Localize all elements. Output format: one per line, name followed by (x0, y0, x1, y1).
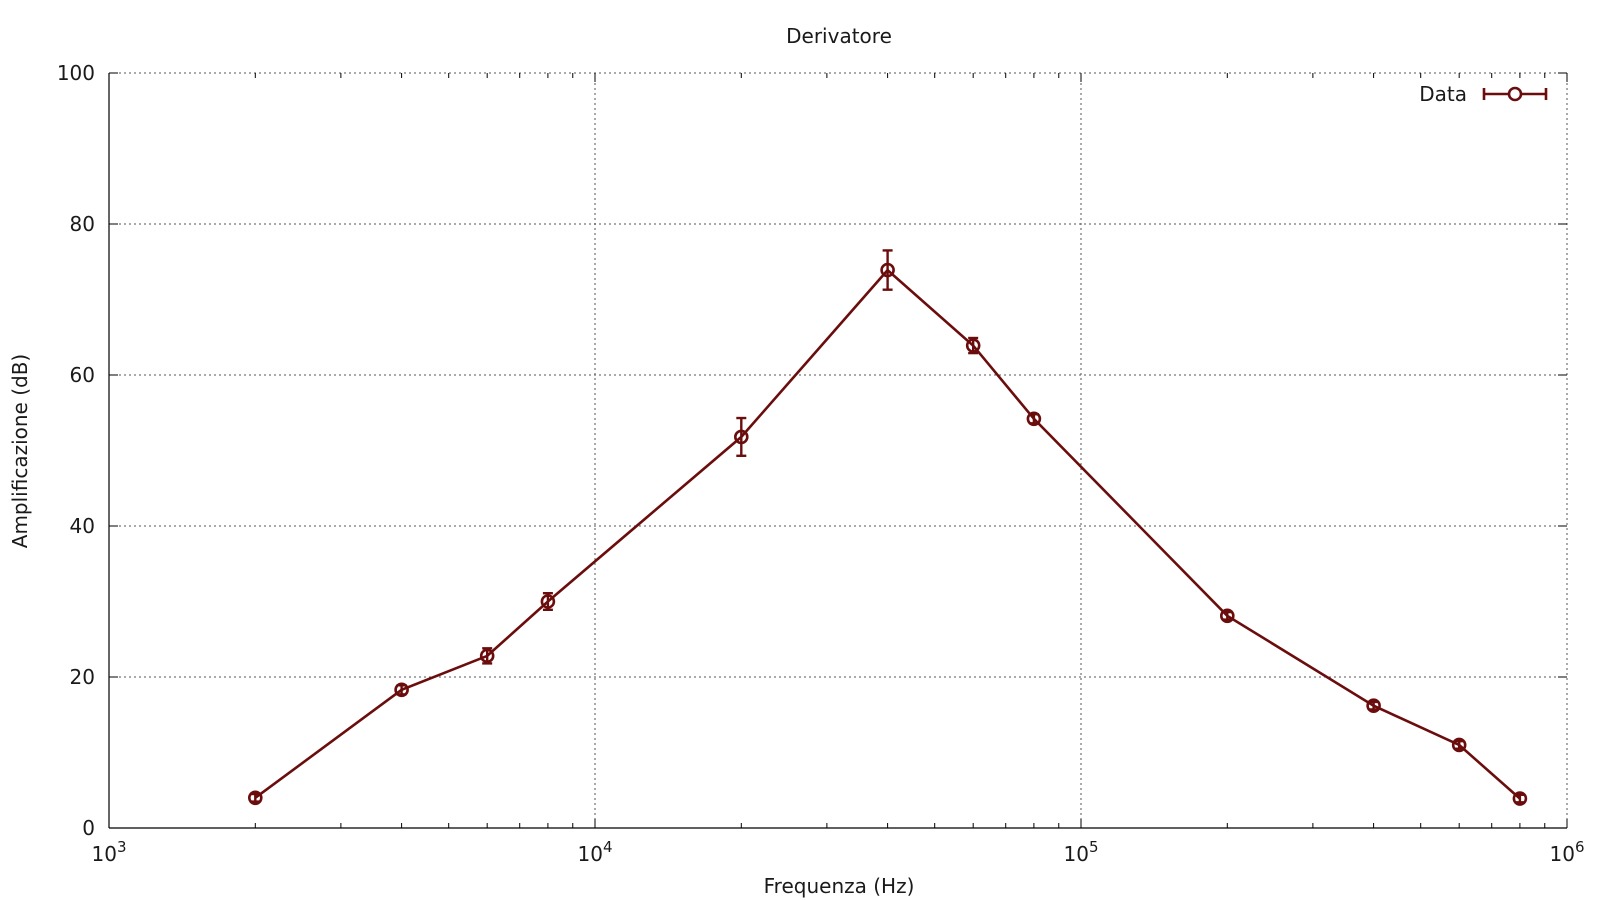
grid (109, 72, 1568, 828)
x-tick-label: 105 (1064, 838, 1099, 866)
x-tick-label: 103 (92, 838, 127, 866)
y-tick-label: 40 (70, 514, 95, 538)
data-point (394, 682, 409, 698)
data-point (248, 790, 263, 806)
axes: 0 20 40 60 80 100 103 104 105 106 (57, 61, 1585, 866)
data-point (479, 648, 495, 664)
data-point (965, 338, 981, 353)
y-tick-label: 0 (82, 816, 95, 840)
legend-label: Data (1419, 82, 1467, 106)
data-point (1220, 608, 1235, 624)
series-line (254, 268, 1521, 800)
chart-title: Derivatore (786, 24, 892, 48)
data-point (880, 262, 895, 278)
y-tick-label: 60 (70, 363, 95, 387)
x-axis-label: Frequenza (Hz) (764, 874, 915, 898)
data-point (1451, 737, 1467, 753)
data-point (1512, 791, 1528, 806)
x-tick-label: 104 (578, 838, 613, 866)
data-point (540, 594, 556, 609)
data-point (734, 429, 749, 445)
y-tick-label: 100 (57, 61, 95, 85)
y-axis-label: Amplificazione (dB) (8, 354, 32, 548)
legend: Data (1419, 82, 1548, 106)
y-tick-label: 20 (70, 665, 95, 689)
data-series (248, 249, 1528, 806)
y-tick-label: 80 (70, 212, 95, 236)
data-point (1026, 411, 1042, 427)
legend-marker (1507, 86, 1523, 102)
data-point (1366, 698, 1381, 713)
x-tick-label: 106 (1550, 838, 1585, 866)
